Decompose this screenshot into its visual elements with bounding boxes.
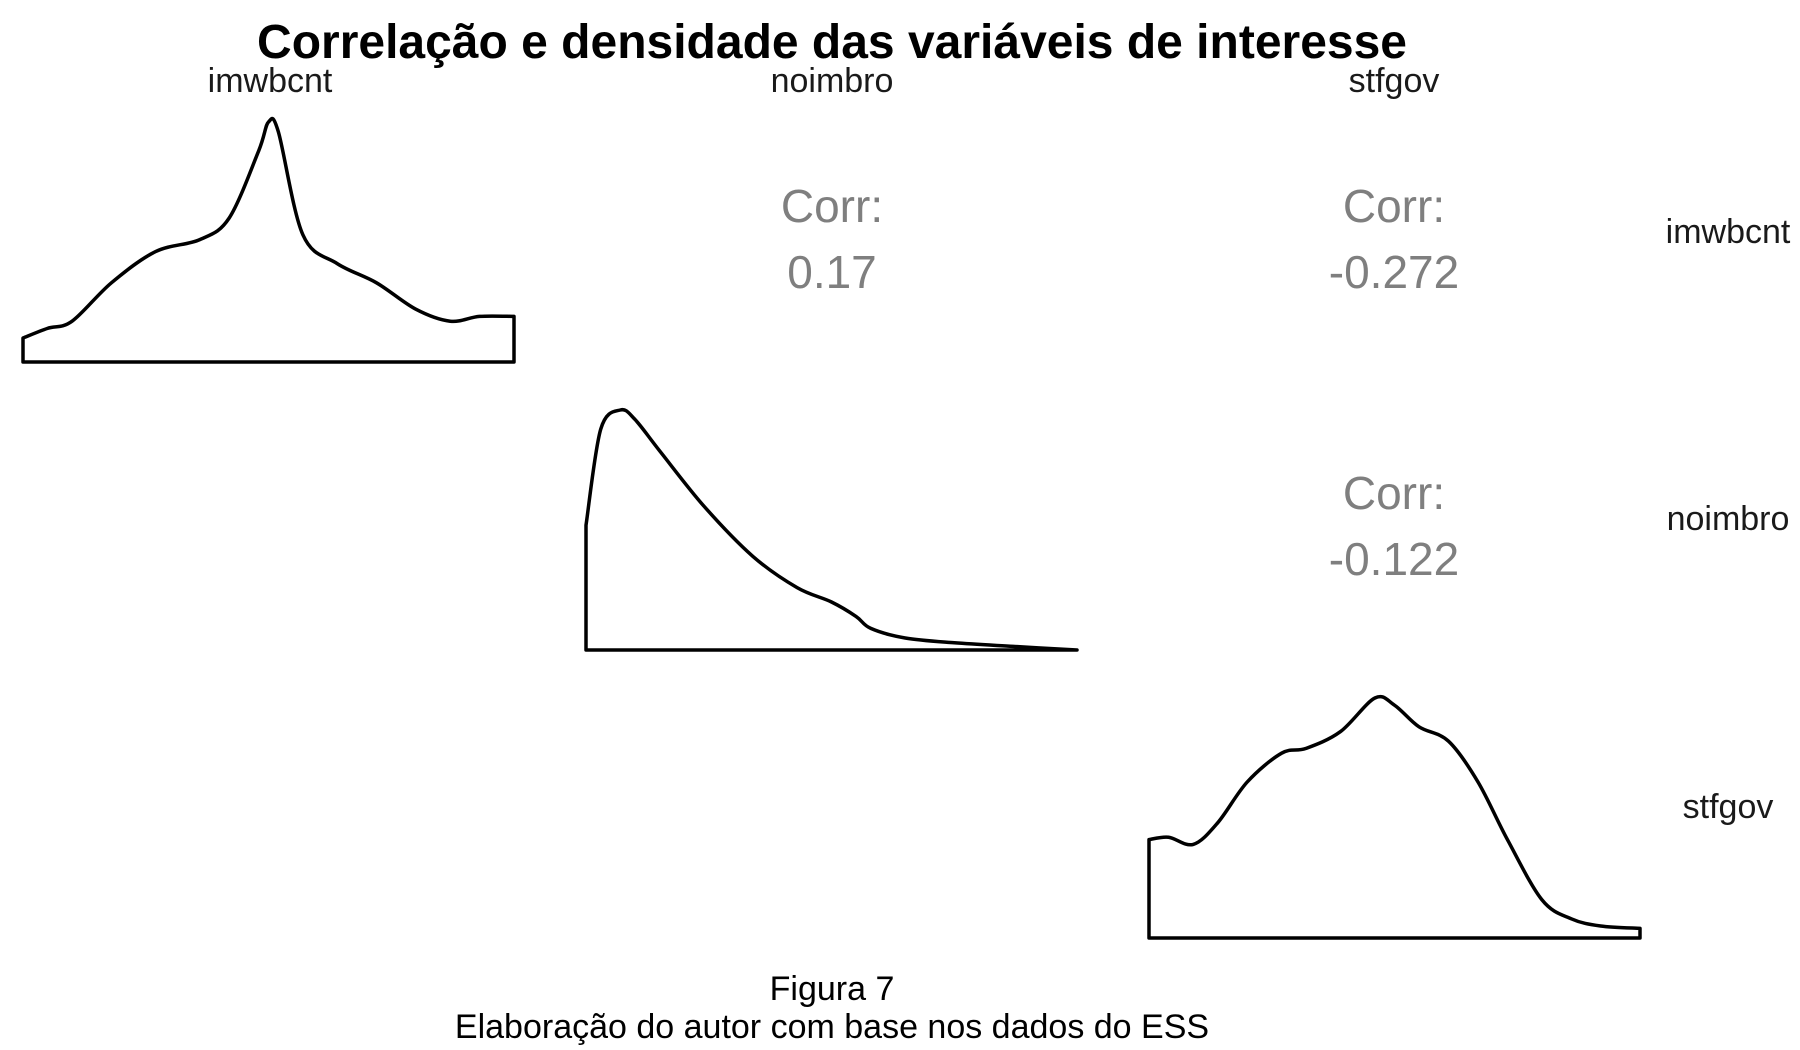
caption-figure-number: Figura 7 <box>770 970 895 1008</box>
row-strip-label-noimbro: noimbro <box>1667 500 1790 538</box>
row-strip-label-imwbcnt: imwbcnt <box>1666 213 1791 251</box>
corr-label-noimbro-stfgov: Corr: <box>1343 467 1445 519</box>
scatterplot-matrix: imwbcnt noimbro stfgov imwbcnt noimbro stfgov… <box>21 62 1791 940</box>
corr-label-imwbcnt-noimbro: Corr: <box>781 180 883 232</box>
row-strip-label-stfgov: stfgov <box>1683 788 1774 826</box>
corr-value-imwbcnt-stfgov: -0.272 <box>1329 246 1459 298</box>
corr-value-noimbro-stfgov: -0.122 <box>1329 533 1459 585</box>
density-curve-stfgov <box>1147 694 1642 940</box>
caption-source: Elaboração do autor com base nos dados d… <box>455 1008 1209 1046</box>
density-curve-imwbcnt <box>21 116 516 364</box>
column-strip-label-imwbcnt: imwbcnt <box>208 62 333 100</box>
corr-value-imwbcnt-noimbro: 0.17 <box>787 246 877 298</box>
density-curve-noimbro <box>584 407 1079 652</box>
chart-title: Correlação e densidade das variáveis de … <box>257 16 1407 69</box>
column-strip-label-stfgov: stfgov <box>1349 62 1440 100</box>
corr-label-imwbcnt-stfgov: Corr: <box>1343 180 1445 232</box>
column-strip-label-noimbro: noimbro <box>771 62 894 100</box>
